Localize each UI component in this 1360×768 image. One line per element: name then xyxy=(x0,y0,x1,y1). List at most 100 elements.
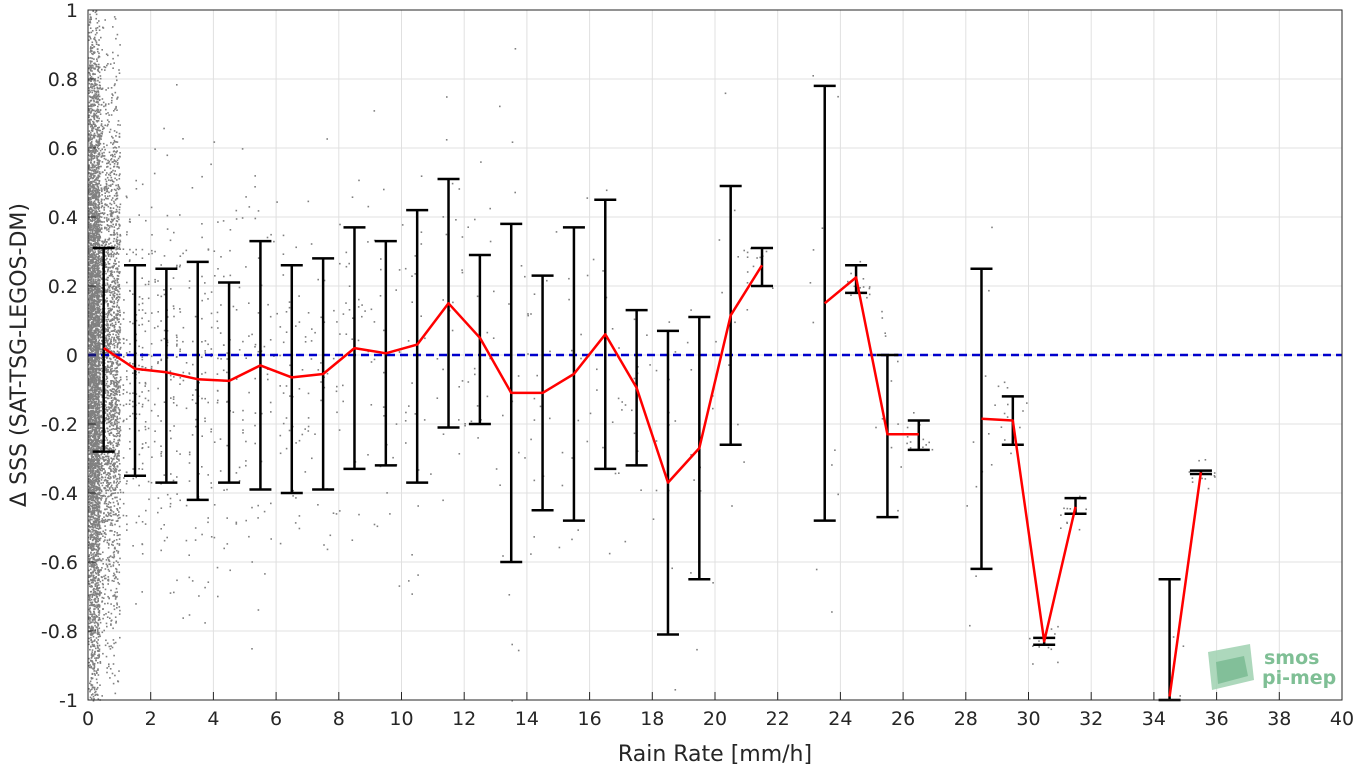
scatter-point xyxy=(89,613,91,616)
scatter-point xyxy=(98,55,100,57)
scatter-point xyxy=(95,291,98,294)
scatter-point xyxy=(91,185,94,187)
scatter-point xyxy=(88,337,90,340)
scatter-point xyxy=(113,165,116,168)
scatter-point xyxy=(96,505,98,508)
scatter-point xyxy=(95,397,98,400)
scatter-point xyxy=(92,10,94,12)
scatter-point xyxy=(91,126,94,128)
scatter-point xyxy=(94,583,96,585)
scatter-point xyxy=(90,162,92,164)
scatter-point xyxy=(97,50,99,53)
scatter-point xyxy=(108,467,110,469)
scatter-point xyxy=(89,438,92,440)
scatter-point xyxy=(93,563,96,566)
scatter-point xyxy=(88,35,91,38)
scatter-point xyxy=(88,247,91,249)
scatter-point xyxy=(95,350,98,352)
scatter-point xyxy=(98,484,100,487)
scatter-point xyxy=(95,167,98,169)
scatter-point xyxy=(88,383,91,385)
scatter-point xyxy=(99,497,102,500)
scatter-point xyxy=(108,162,110,164)
scatter-point xyxy=(89,497,91,500)
scatter-point xyxy=(99,99,101,101)
scatter-point xyxy=(109,289,111,292)
scatter-point xyxy=(112,142,115,144)
scatter-point xyxy=(92,433,94,435)
scatter-point xyxy=(96,320,99,323)
scatter-point xyxy=(96,219,99,221)
scatter-point xyxy=(104,404,107,406)
scatter-point xyxy=(88,360,90,362)
scatter-point xyxy=(93,605,96,608)
scatter-point xyxy=(90,342,92,345)
scatter-point xyxy=(89,47,92,50)
scatter-point xyxy=(92,693,94,695)
scatter-point xyxy=(114,367,116,370)
scatter-point xyxy=(96,601,98,604)
scatter-point xyxy=(96,32,98,34)
scatter-point xyxy=(109,234,112,236)
scatter-point xyxy=(96,445,99,447)
scatter-point xyxy=(90,138,92,141)
scatter-point xyxy=(88,378,91,381)
scatter-point xyxy=(90,641,93,643)
scatter-point xyxy=(89,220,92,222)
scatter-point xyxy=(89,249,91,251)
scatter-point xyxy=(98,224,100,227)
scatter-point xyxy=(98,126,100,129)
scatter-point xyxy=(88,67,91,70)
scatter-point xyxy=(93,136,96,139)
scatter-point xyxy=(96,403,98,406)
scatter-point xyxy=(89,461,91,463)
scatter-point xyxy=(96,459,99,461)
scatter-point xyxy=(117,412,120,414)
scatter-point xyxy=(108,179,110,181)
scatter-point xyxy=(88,558,91,560)
scatter-point xyxy=(96,461,99,464)
scatter-point xyxy=(117,275,120,277)
scatter-point xyxy=(97,522,100,525)
scatter-point xyxy=(98,507,101,509)
scatter-point xyxy=(89,543,91,545)
scatter-point xyxy=(93,381,95,383)
scatter-point xyxy=(94,514,96,516)
scatter-point xyxy=(117,239,119,242)
scatter-point xyxy=(113,237,115,240)
scatter-point xyxy=(112,240,115,243)
scatter-point xyxy=(99,594,101,596)
scatter-point xyxy=(91,125,94,127)
scatter-point xyxy=(89,150,92,153)
scatter-point xyxy=(116,373,119,376)
scatter-point xyxy=(108,331,111,334)
scatter-point xyxy=(101,315,104,317)
scatter-point xyxy=(88,482,91,484)
scatter-point xyxy=(94,419,97,421)
scatter-point xyxy=(97,519,99,522)
scatter-point xyxy=(90,367,93,370)
scatter-point xyxy=(106,176,109,179)
scatter-point xyxy=(88,114,91,117)
scatter-point xyxy=(112,511,115,513)
scatter-point xyxy=(97,177,99,179)
scatter-point xyxy=(110,457,112,459)
scatter-point xyxy=(108,160,111,163)
scatter-point xyxy=(108,559,110,562)
scatter-point xyxy=(92,558,94,560)
scatter-point xyxy=(101,370,103,372)
scatter-point xyxy=(105,384,107,387)
scatter-point xyxy=(88,264,91,266)
scatter-point xyxy=(96,58,98,60)
scatter-point xyxy=(99,502,101,505)
scatter-point xyxy=(96,604,98,606)
scatter-point xyxy=(88,529,90,532)
scatter-point xyxy=(98,289,100,292)
scatter-point xyxy=(97,179,99,181)
scatter-point xyxy=(95,65,98,68)
scatter-point xyxy=(88,594,90,597)
scatter-point xyxy=(94,125,96,128)
scatter-point xyxy=(93,437,95,440)
scatter-point xyxy=(95,149,98,151)
scatter-point xyxy=(88,449,90,452)
